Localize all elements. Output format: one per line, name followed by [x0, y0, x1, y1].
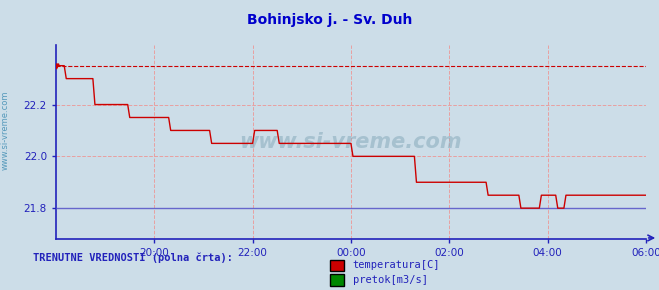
- Text: TRENUTNE VREDNOSTI (polna črta):: TRENUTNE VREDNOSTI (polna črta):: [33, 253, 233, 263]
- Text: www.si-vreme.com: www.si-vreme.com: [240, 132, 462, 152]
- Text: Bohinjsko j. - Sv. Duh: Bohinjsko j. - Sv. Duh: [247, 13, 412, 27]
- Text: pretok[m3/s]: pretok[m3/s]: [353, 275, 428, 285]
- Text: temperatura[C]: temperatura[C]: [353, 260, 440, 270]
- Text: www.si-vreme.com: www.si-vreme.com: [1, 91, 10, 170]
